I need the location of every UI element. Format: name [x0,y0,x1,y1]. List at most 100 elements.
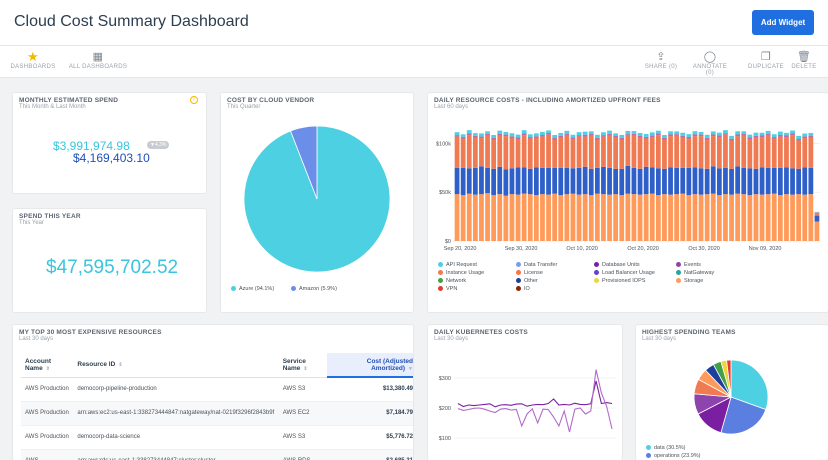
legend-item[interactable]: API Request [438,262,477,268]
column-header-account[interactable]: Account Name ⇕ [21,353,74,378]
bar-segment[interactable] [814,212,820,216]
bar-segment[interactable] [533,133,539,137]
bar-segment[interactable] [527,168,533,195]
bar-segment[interactable] [680,137,686,168]
bar-segment[interactable] [570,168,576,194]
column-header-cost[interactable]: Cost (Adjusted Amortized) ▼ [326,353,413,378]
bar-segment[interactable] [527,134,533,138]
legend-item[interactable]: Data Transfer [516,262,557,268]
bar-segment[interactable] [692,134,698,137]
bar-segment[interactable] [686,138,692,168]
bar-segment[interactable] [497,194,503,241]
bar-segment[interactable] [686,134,692,137]
bar-segment[interactable] [796,168,802,195]
bar-segment[interactable] [710,134,716,137]
column-header-service[interactable]: Service Name ⇕ [278,353,327,378]
bar-segment[interactable] [509,133,515,137]
bar-segment[interactable] [625,135,631,166]
pie-slice-data[interactable] [730,359,769,411]
bar-segment[interactable] [704,134,710,138]
bar-segment[interactable] [771,193,777,241]
delete-button[interactable]: 🗑 DELETE [790,50,818,70]
bar-segment[interactable] [753,132,759,136]
line-series-1[interactable] [457,380,613,408]
annotate-button[interactable]: ◯ ANNOTATE (0) [688,50,732,76]
bar-segment[interactable] [692,136,698,168]
bar-segment[interactable] [790,133,795,136]
bar-segment[interactable] [533,138,539,168]
all-dashboards-button[interactable]: ▦ ALL DASHBOARDS [66,50,130,70]
bar-segment[interactable] [796,139,802,141]
bar-segment[interactable] [698,136,704,169]
bar-segment[interactable] [546,167,551,195]
bar-segment[interactable] [625,134,631,136]
bar-segment[interactable] [466,168,472,194]
legend-item[interactable]: IO [516,286,530,292]
bar-segment[interactable] [790,168,795,195]
bar-segment[interactable] [735,193,741,241]
bar-segment[interactable] [509,138,515,169]
bar-segment[interactable] [503,136,509,170]
bar-segment[interactable] [637,132,643,136]
bar-segment[interactable] [716,132,722,136]
bar-segment[interactable] [784,167,789,195]
bar-segment[interactable] [619,134,625,138]
bar-segment[interactable] [796,194,802,241]
bar-segment[interactable] [479,166,484,195]
bar-segment[interactable] [564,135,570,168]
bar-segment[interactable] [765,167,771,195]
bar-segment[interactable] [570,137,576,140]
table-row[interactable]: AWS Production arn:aws:ec2:us-east-1:338… [21,401,413,426]
bar-segment[interactable] [662,139,667,169]
bar-segment[interactable] [601,136,606,167]
bar-segment[interactable] [784,132,789,136]
bar-segment[interactable] [765,194,771,241]
bar-segment[interactable] [716,135,722,138]
bar-segment[interactable] [710,193,716,241]
bar-segment[interactable] [503,134,509,137]
bar-segment[interactable] [540,135,545,137]
bar-segment[interactable] [649,137,655,168]
bar-segment[interactable] [753,135,759,138]
bar-segment[interactable] [625,165,631,194]
bar-segment[interactable] [460,136,466,139]
bar-segment[interactable] [808,137,814,168]
table-row[interactable]: AWS arn:aws:rds:us-east-1:338273444847:c… [21,449,413,460]
bar-segment[interactable] [692,194,698,241]
bar-segment[interactable] [698,168,704,195]
bar-segment[interactable] [515,134,521,138]
bar-segment[interactable] [710,136,716,167]
bar-segment[interactable] [491,195,497,241]
bar-segment[interactable] [808,132,814,136]
bar-segment[interactable] [613,137,619,169]
bar-segment[interactable] [790,135,795,169]
bar-segment[interactable] [558,135,564,138]
bar-segment[interactable] [619,168,625,196]
bar-segment[interactable] [643,166,649,195]
bar-segment[interactable] [540,167,545,195]
bar-segment[interactable] [680,135,686,138]
bar-segment[interactable] [625,131,631,135]
pie-slice-amazon[interactable] [290,125,318,200]
bar-segment[interactable] [552,138,558,140]
bar-segment[interactable] [521,135,527,168]
bar-segment[interactable] [527,137,533,139]
bar-segment[interactable] [662,137,667,140]
bar-segment[interactable] [765,135,771,168]
bar-segment[interactable] [631,133,637,136]
bar-segment[interactable] [808,135,814,138]
bar-segment[interactable] [735,136,741,167]
bar-segment[interactable] [674,194,680,241]
bar-segment[interactable] [777,167,783,196]
bar-segment[interactable] [558,137,564,168]
bar-segment[interactable] [741,167,747,195]
bar-segment[interactable] [588,195,594,241]
bar-segment[interactable] [515,139,521,168]
bar-segment[interactable] [601,135,606,137]
bar-segment[interactable] [527,194,533,241]
bar-segment[interactable] [466,193,472,241]
bar-segment[interactable] [570,193,576,241]
legend-item[interactable]: Network [438,278,466,284]
bar-segment[interactable] [814,215,820,222]
bar-segment[interactable] [723,130,728,134]
